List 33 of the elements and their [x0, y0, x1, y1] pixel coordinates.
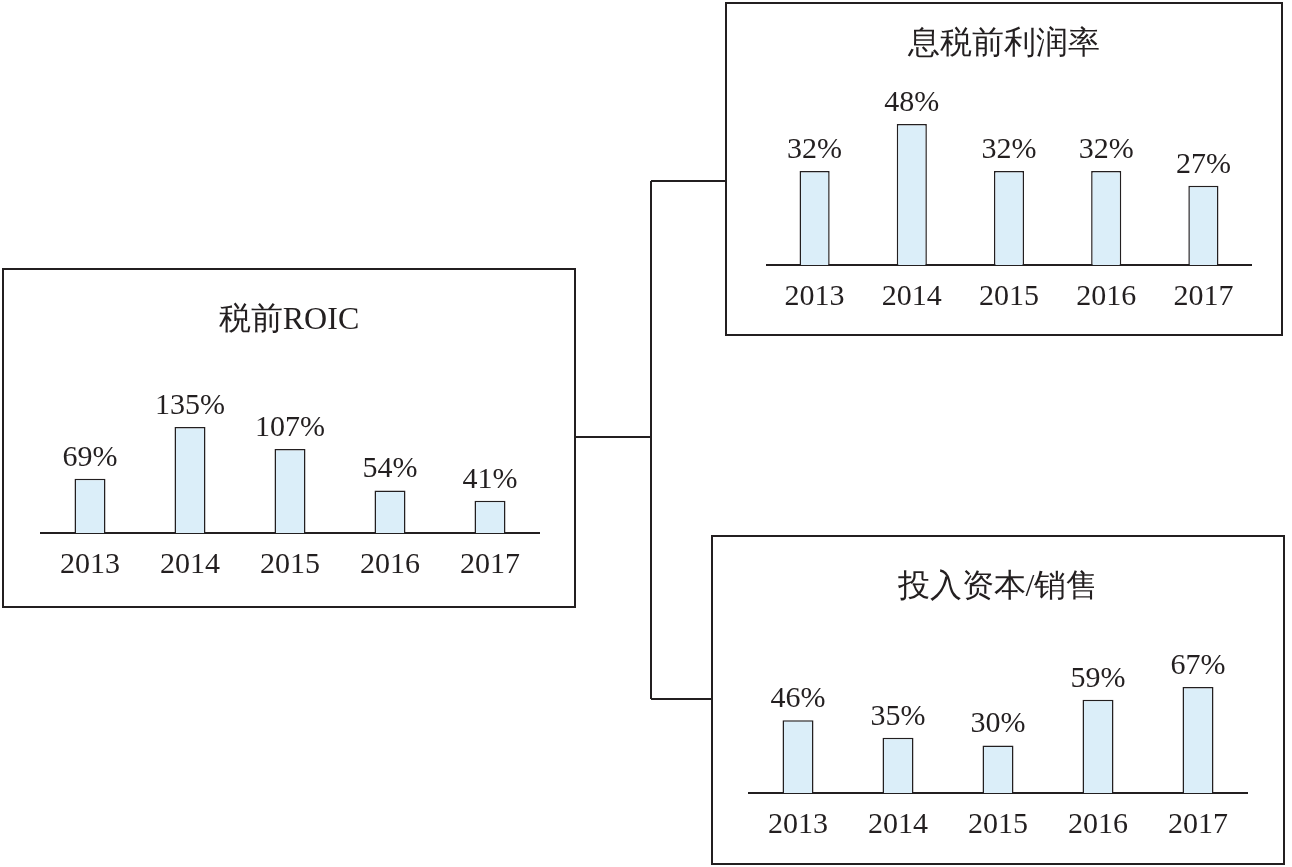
x-tick-label: 2013: [60, 545, 120, 579]
x-tick-label: 2015: [968, 805, 1028, 839]
chart-title: 投入资本/销售: [896, 567, 1100, 603]
data-label: 32%: [981, 130, 1037, 164]
x-tick-label: 2015: [260, 545, 320, 579]
data-label: 32%: [1078, 130, 1134, 164]
data-label: 54%: [362, 450, 418, 484]
data-label: 41%: [462, 460, 518, 494]
x-tick-label: 2013: [768, 805, 828, 839]
data-label: 67%: [1170, 646, 1226, 680]
data-label: 35%: [870, 697, 926, 731]
x-tick-label: 2014: [868, 805, 928, 839]
x-tick-label: 2016: [1068, 805, 1128, 839]
data-label: 135%: [155, 386, 225, 420]
data-label: 46%: [770, 680, 826, 714]
x-tick-label: 2013: [784, 277, 845, 311]
x-tick-label: 2017: [1168, 805, 1228, 839]
data-label: 32%: [787, 130, 843, 164]
data-label: 59%: [1070, 659, 1126, 693]
x-tick-label: 2017: [460, 545, 520, 579]
x-tick-label: 2014: [881, 277, 942, 311]
x-tick-label: 2014: [160, 545, 220, 579]
x-tick-label: 2015: [979, 277, 1039, 311]
x-tick-label: 2016: [360, 545, 420, 579]
x-tick-label: 2016: [1076, 277, 1137, 311]
data-label: 48%: [884, 83, 940, 117]
data-label: 107%: [255, 408, 325, 442]
chart-title: 息税前利润率: [907, 24, 1101, 60]
data-label: 69%: [62, 438, 118, 472]
data-label: 27%: [1175, 145, 1231, 179]
data-label: 30%: [970, 705, 1026, 739]
chart-title: 税前ROIC: [217, 300, 361, 336]
x-tick-label: 2017: [1173, 277, 1234, 311]
